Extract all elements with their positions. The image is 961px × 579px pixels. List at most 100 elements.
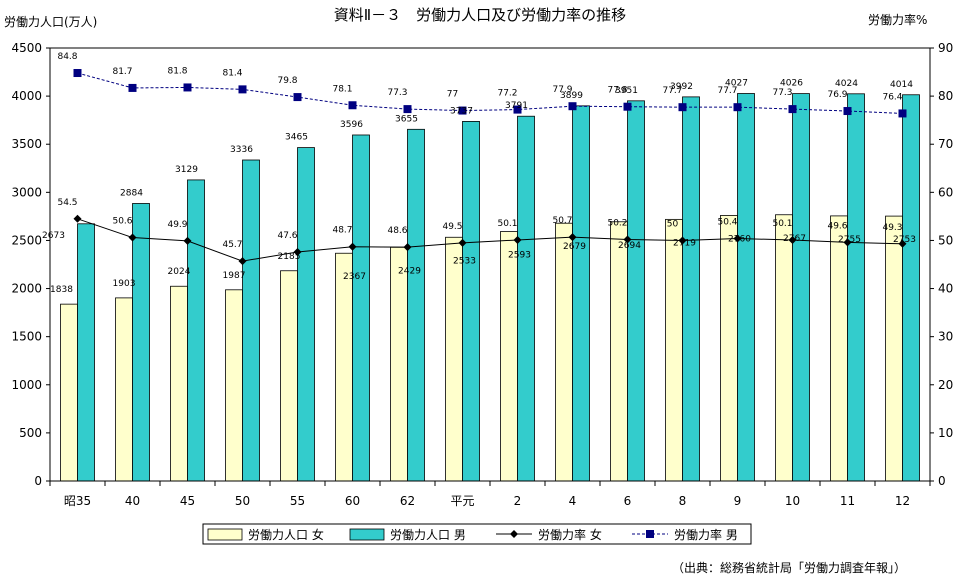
legend-label-male-pop: 労働力人口 男 bbox=[390, 528, 466, 542]
data-label-female-pop: 2753 bbox=[893, 235, 916, 245]
y2-tick-label: 30 bbox=[938, 330, 953, 344]
marker-female-rate bbox=[348, 242, 357, 251]
marker-female-rate bbox=[73, 214, 82, 223]
x-tick-label: 4 bbox=[569, 494, 577, 508]
data-label-female-rate: 50 bbox=[667, 219, 679, 229]
data-label-female-pop: 1903 bbox=[113, 279, 136, 289]
bar-male-pop bbox=[792, 93, 810, 482]
data-label-female-rate: 48.6 bbox=[387, 226, 407, 236]
y-tick-label: 0 bbox=[34, 474, 42, 488]
marker-male-rate bbox=[623, 102, 632, 111]
bar-male-pop bbox=[407, 128, 425, 482]
data-label-female-pop: 2185 bbox=[278, 252, 301, 262]
marker-male-rate bbox=[733, 103, 742, 112]
bar-female-pop bbox=[555, 222, 573, 482]
marker-female-rate bbox=[238, 257, 247, 266]
bar-female-pop bbox=[885, 215, 903, 482]
bar-female-pop bbox=[445, 236, 463, 482]
data-label-female-rate: 49.5 bbox=[442, 222, 462, 232]
line-female-rate bbox=[77, 218, 903, 262]
bar-layer bbox=[60, 93, 920, 482]
data-label-female-rate: 50.1 bbox=[772, 219, 792, 229]
marker-female-rate bbox=[898, 239, 907, 248]
marker-female-rate bbox=[403, 243, 412, 252]
marker-female-rate bbox=[128, 233, 137, 242]
bar-male-pop bbox=[132, 203, 150, 482]
y-tick-label: 500 bbox=[19, 426, 42, 440]
y2-tick-label: 0 bbox=[938, 474, 946, 488]
data-label-female-pop: 2429 bbox=[398, 266, 421, 276]
bar-male-pop bbox=[737, 93, 755, 482]
marker-male-rate bbox=[458, 106, 467, 115]
data-label-female-pop: 2367 bbox=[343, 272, 366, 282]
x-tick-label: 昭35 bbox=[64, 494, 91, 508]
legend-label-female-rate: 労働力率 女 bbox=[538, 527, 602, 542]
marker-male-rate bbox=[513, 105, 522, 114]
marker-female-rate bbox=[458, 238, 467, 247]
bar-female-pop bbox=[610, 221, 628, 482]
data-label-male-pop: 2673 bbox=[42, 231, 65, 241]
y2-tick-label: 90 bbox=[938, 41, 953, 55]
data-label-male-rate: 77.2 bbox=[497, 89, 517, 99]
bar-male-pop bbox=[572, 105, 590, 482]
marker-female-rate bbox=[788, 235, 797, 244]
bar-male-pop bbox=[77, 223, 95, 482]
data-label-female-rate: 50.6 bbox=[112, 217, 132, 227]
data-label-male-pop: 3992 bbox=[670, 82, 693, 92]
data-label-female-rate: 50.7 bbox=[552, 216, 572, 226]
legend: 労働力人口 女 労働力人口 男 労働力率 女 労働力率 男 bbox=[202, 523, 752, 545]
data-label-female-pop: 2533 bbox=[453, 256, 476, 266]
x-tick-label: 8 bbox=[679, 494, 687, 508]
marker-female-rate bbox=[293, 247, 302, 256]
bar-male-pop bbox=[462, 121, 480, 482]
bar-male-pop bbox=[847, 93, 865, 482]
y2-tick-label: 80 bbox=[938, 89, 953, 103]
x-tick-label: 45 bbox=[180, 494, 195, 508]
data-label-male-pop: 4026 bbox=[780, 79, 803, 89]
data-label-female-rate: 50.2 bbox=[607, 218, 627, 228]
bar-female-pop bbox=[335, 252, 353, 482]
marker-male-rate bbox=[238, 85, 247, 94]
data-label-male-rate: 77.9 bbox=[552, 85, 572, 95]
y-tick-layer: 0 500 1000 1500 2000 2500 3000 3500 4000 4500 bbox=[11, 41, 42, 488]
data-label-female-pop: 1838 bbox=[50, 285, 73, 295]
data-label-male-pop: 3655 bbox=[395, 114, 418, 124]
marker-female-rate bbox=[623, 235, 632, 244]
bar-male-pop bbox=[242, 159, 260, 482]
bar-male-pop bbox=[297, 147, 315, 482]
data-label-female-pop: 2760 bbox=[728, 234, 751, 244]
data-label-female-pop: 2024 bbox=[168, 267, 191, 277]
bar-female-pop bbox=[60, 303, 78, 482]
bar-male-pop bbox=[627, 100, 645, 482]
marker-male-rate bbox=[128, 83, 137, 92]
data-label-female-pop: 1987 bbox=[223, 271, 246, 281]
bar-male-pop bbox=[187, 179, 205, 482]
data-label-female-rate: 50.4 bbox=[717, 218, 737, 228]
data-label-male-rate: 77.8 bbox=[607, 86, 627, 96]
data-label-male-rate: 84.8 bbox=[57, 52, 77, 62]
x-tick-label: 2 bbox=[514, 494, 522, 508]
marker-male-rate bbox=[183, 83, 192, 92]
data-label-female-pop: 2593 bbox=[508, 250, 531, 260]
source-note: （出典：総務省統計局「労働力調査年報」） bbox=[672, 560, 906, 575]
marker-female-rate bbox=[568, 233, 577, 242]
x-tick-label: 10 bbox=[785, 494, 800, 508]
data-label-female-rate: 45.7 bbox=[222, 240, 242, 250]
data-label-male-rate: 81.8 bbox=[167, 66, 187, 76]
marker-male-rate bbox=[403, 105, 412, 114]
data-label-male-rate: 77.3 bbox=[387, 88, 407, 98]
axes-layer bbox=[46, 47, 934, 486]
y2-tick-label: 60 bbox=[938, 185, 953, 199]
marker-male-rate bbox=[568, 102, 577, 111]
legend-frame bbox=[202, 523, 752, 545]
marker-female-rate bbox=[843, 238, 852, 247]
data-label-male-rate: 78.1 bbox=[332, 84, 352, 94]
marker-male-rate bbox=[788, 105, 797, 114]
bar-male-pop bbox=[682, 96, 700, 482]
x-tick-label: 平元 bbox=[450, 494, 474, 508]
line-male-rate bbox=[77, 72, 903, 114]
bar-female-pop bbox=[280, 270, 298, 482]
data-label-female-pop: 2755 bbox=[838, 235, 861, 245]
data-label-male-pop: 3791 bbox=[505, 101, 528, 111]
y-tick-label: 2000 bbox=[11, 282, 42, 296]
